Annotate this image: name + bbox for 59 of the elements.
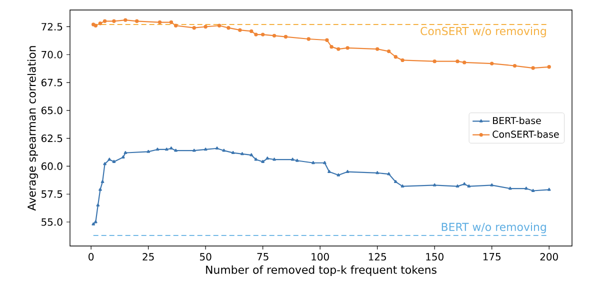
point: [284, 34, 288, 39]
point: [456, 59, 460, 64]
point: [158, 20, 162, 24]
point: [102, 19, 107, 23]
point: [325, 38, 329, 42]
point: [346, 46, 350, 50]
point: [112, 19, 116, 23]
point: [394, 55, 398, 59]
point: [250, 29, 254, 34]
x-tick-label: 75: [257, 253, 268, 260]
x-tick-label: 100: [312, 253, 329, 261]
y-tick-label: 62.5: [42, 134, 62, 142]
point: [94, 24, 98, 28]
point: [462, 60, 466, 64]
point: [124, 18, 128, 22]
point: [490, 62, 494, 66]
ref-line-label: BERT w/o removing: [442, 222, 546, 234]
point: [169, 20, 174, 24]
y-axis-title: Average spearman correlation: [27, 46, 38, 211]
point: [306, 37, 310, 41]
x-tick-label: 175: [483, 253, 500, 260]
y-tick-label: 70.0: [42, 50, 62, 58]
point: [386, 49, 391, 54]
point: [512, 64, 517, 68]
y-tick-label: 55.0: [42, 218, 62, 226]
legend-label: BERT-base: [493, 116, 541, 124]
y-tick-label: 60.0: [42, 162, 62, 170]
point: [192, 26, 196, 30]
x-tick-label: 150: [426, 253, 444, 261]
ref-line-label: ConSERT w/o removing: [420, 26, 546, 38]
point: [432, 59, 436, 64]
point: [400, 58, 404, 62]
y-tick-label: 72.5: [42, 22, 62, 30]
point: [217, 24, 222, 28]
y-tick-label: 67.5: [42, 78, 62, 86]
point: [226, 26, 230, 30]
x-tick-label: 0: [88, 253, 94, 261]
x-tick-label: 25: [142, 253, 154, 261]
point: [375, 47, 380, 51]
x-tick-label: 50: [200, 253, 212, 261]
x-tick-label: 125: [368, 253, 386, 261]
point: [174, 24, 178, 28]
point: [531, 66, 535, 70]
x-axis-title: Number of removed top-k frequent tokens: [206, 265, 436, 276]
point: [238, 28, 242, 32]
point: [336, 47, 340, 51]
point: [92, 22, 96, 26]
x-tick-label: 200: [540, 253, 558, 261]
legend-label: ConSERT-base: [492, 130, 559, 138]
point: [272, 34, 276, 38]
y-tick-label: 65.0: [42, 106, 62, 114]
point: [254, 32, 258, 36]
point: [260, 32, 265, 36]
y-tick-label: 57.5: [42, 190, 62, 198]
point: [135, 19, 139, 23]
point: [547, 65, 551, 69]
point: [204, 24, 208, 29]
point: [98, 22, 102, 26]
point: [330, 44, 334, 49]
